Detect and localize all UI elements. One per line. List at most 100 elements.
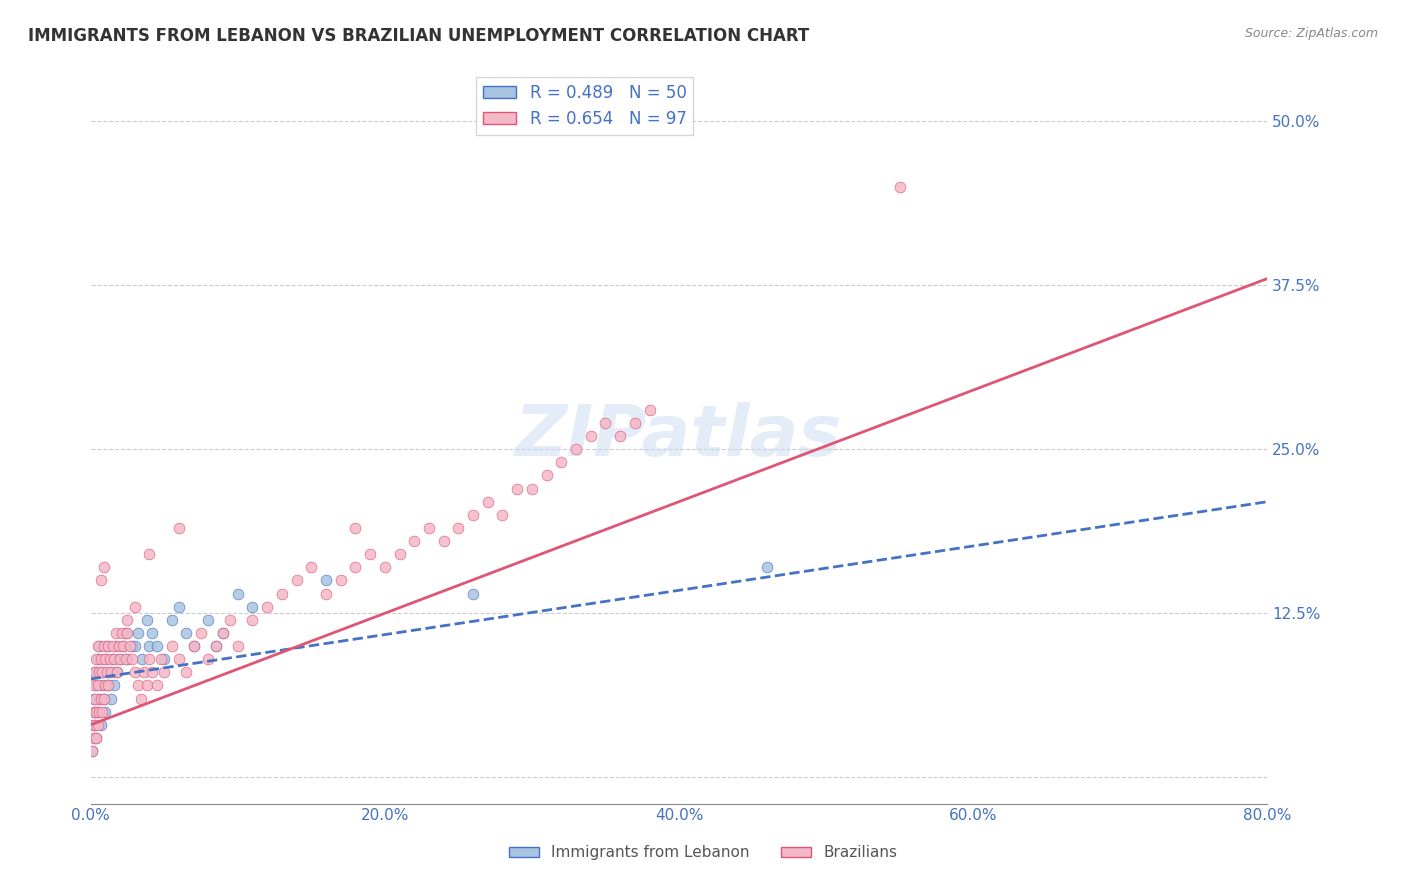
Point xyxy=(93,560,115,574)
Point xyxy=(270,586,292,600)
Point xyxy=(86,731,108,745)
Point xyxy=(115,652,138,666)
Point xyxy=(90,652,112,666)
Point xyxy=(609,429,631,443)
Text: ZIPatlas: ZIPatlas xyxy=(515,401,842,471)
Point xyxy=(94,652,117,666)
Point xyxy=(135,678,157,692)
Point xyxy=(167,599,190,614)
Point xyxy=(204,639,226,653)
Point xyxy=(129,691,152,706)
Point xyxy=(86,705,108,719)
Point xyxy=(80,718,103,732)
Point xyxy=(756,560,779,574)
Point xyxy=(190,626,212,640)
Point xyxy=(183,639,205,653)
Point xyxy=(84,705,107,719)
Point xyxy=(97,678,120,692)
Point xyxy=(624,416,647,430)
Point xyxy=(638,402,661,417)
Point xyxy=(242,613,264,627)
Point xyxy=(117,613,139,627)
Point xyxy=(153,665,176,680)
Point xyxy=(219,613,242,627)
Point xyxy=(167,521,190,535)
Point xyxy=(889,179,911,194)
Legend: R = 0.489   N = 50, R = 0.654   N = 97: R = 0.489 N = 50, R = 0.654 N = 97 xyxy=(477,77,693,135)
Point xyxy=(94,678,117,692)
Point xyxy=(104,626,127,640)
Point xyxy=(141,626,163,640)
Point xyxy=(83,678,105,692)
Point xyxy=(96,665,118,680)
Point xyxy=(115,626,138,640)
Point xyxy=(212,626,235,640)
Point xyxy=(93,691,115,706)
Point xyxy=(90,718,112,732)
Legend: Immigrants from Lebanon, Brazilians: Immigrants from Lebanon, Brazilians xyxy=(502,839,904,866)
Point xyxy=(256,599,278,614)
Point xyxy=(550,455,572,469)
Point xyxy=(315,586,337,600)
Point xyxy=(84,718,107,732)
Point xyxy=(124,665,146,680)
Point xyxy=(120,639,142,653)
Point xyxy=(110,626,132,640)
Point xyxy=(98,665,121,680)
Point xyxy=(127,626,149,640)
Point xyxy=(565,442,588,457)
Point xyxy=(344,521,367,535)
Point xyxy=(121,639,143,653)
Point xyxy=(84,665,107,680)
Point xyxy=(117,652,139,666)
Point xyxy=(135,613,157,627)
Point xyxy=(94,652,117,666)
Point xyxy=(91,678,114,692)
Point xyxy=(98,652,121,666)
Point xyxy=(105,665,128,680)
Point xyxy=(108,652,131,666)
Point xyxy=(226,586,249,600)
Point xyxy=(491,508,513,522)
Point xyxy=(94,705,117,719)
Point xyxy=(80,744,103,758)
Point xyxy=(100,691,122,706)
Point xyxy=(87,718,110,732)
Point xyxy=(101,652,124,666)
Point xyxy=(160,639,183,653)
Point xyxy=(388,547,411,561)
Point xyxy=(86,678,108,692)
Point xyxy=(84,665,107,680)
Point xyxy=(96,639,118,653)
Point xyxy=(226,639,249,653)
Point xyxy=(89,705,111,719)
Point xyxy=(506,482,529,496)
Point xyxy=(150,652,173,666)
Point xyxy=(87,678,110,692)
Point xyxy=(138,639,160,653)
Point xyxy=(80,744,103,758)
Point xyxy=(174,626,197,640)
Point xyxy=(141,665,163,680)
Point xyxy=(344,560,367,574)
Point xyxy=(83,718,105,732)
Point xyxy=(97,678,120,692)
Point xyxy=(87,652,110,666)
Point xyxy=(160,613,183,627)
Point xyxy=(447,521,470,535)
Point xyxy=(461,586,484,600)
Point xyxy=(91,665,114,680)
Point xyxy=(101,639,124,653)
Point xyxy=(86,731,108,745)
Point xyxy=(89,665,111,680)
Point xyxy=(359,547,381,561)
Point xyxy=(90,691,112,706)
Point xyxy=(91,705,114,719)
Point xyxy=(87,705,110,719)
Point xyxy=(285,574,308,588)
Point xyxy=(93,691,115,706)
Point xyxy=(138,652,160,666)
Point xyxy=(183,639,205,653)
Point xyxy=(104,639,127,653)
Point xyxy=(86,652,108,666)
